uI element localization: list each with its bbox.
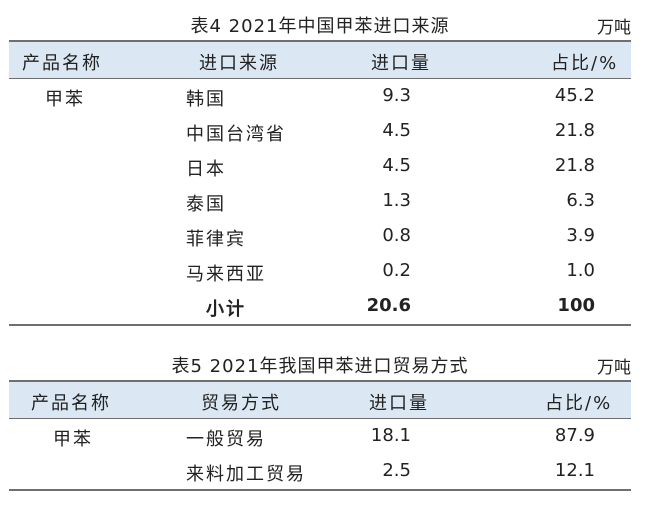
- source-cell: 韩国: [186, 89, 226, 110]
- table-row: 中国台湾省 4.5 21.8: [9, 114, 631, 149]
- subtotal-row: 小计 20.6 100: [9, 289, 631, 324]
- header-share: 占比/%: [551, 53, 619, 74]
- header-quantity: 进口量: [371, 53, 431, 74]
- table-5-caption: 表5 2021年我国甲苯进口贸易方式 万吨: [9, 348, 632, 380]
- source-cell: 中国台湾省: [186, 124, 286, 145]
- quantity-cell: 18.1: [370, 425, 411, 446]
- product-cell: 甲苯: [53, 429, 93, 450]
- share-cell: 87.9: [554, 425, 595, 446]
- header-product: 产品名称: [22, 53, 102, 74]
- subtotal-quantity: 20.6: [366, 295, 411, 316]
- mode-cell: 一般贸易: [186, 429, 266, 450]
- share-cell: 12.1: [554, 460, 595, 481]
- quantity-cell: 2.5: [382, 460, 411, 481]
- table-row: 菲律宾 0.8 3.9: [9, 219, 631, 254]
- share-cell: 3.9: [566, 225, 595, 246]
- table-row: 日本 4.5 21.8: [9, 149, 631, 184]
- table-row: 甲苯 韩国 9.3 45.2: [9, 79, 631, 114]
- quantity-cell: 0.2: [382, 260, 411, 281]
- share-cell: 21.8: [554, 155, 595, 176]
- source-cell: 日本: [186, 159, 226, 180]
- table-row: 泰国 1.3 6.3: [9, 184, 631, 219]
- subtotal-share: 100: [557, 295, 595, 316]
- share-cell: 45.2: [554, 85, 595, 106]
- table-4: 表4 2021年中国甲苯进口来源 万吨 产品名称 进口来源 进口量 占比/% 甲…: [9, 8, 631, 326]
- table-row: 来料加工贸易 2.5 12.1: [9, 454, 631, 489]
- source-cell: 泰国: [186, 194, 226, 215]
- table-4-header: 产品名称 进口来源 进口量 占比/%: [9, 40, 631, 79]
- table-5-body: 甲苯 一般贸易 18.1 87.9 来料加工贸易 2.5 12.1: [9, 419, 631, 491]
- table-4-title: 表4 2021年中国甲苯进口来源: [190, 16, 450, 37]
- table-5-unit: 万吨: [597, 358, 631, 378]
- table-4-unit: 万吨: [597, 18, 631, 38]
- table-4-body: 甲苯 韩国 9.3 45.2 中国台湾省 4.5 21.8 日本 4.5 21.…: [9, 79, 631, 326]
- table-5-title: 表5 2021年我国甲苯进口贸易方式: [171, 356, 469, 377]
- subtotal-label: 小计: [206, 299, 246, 320]
- share-cell: 1.0: [566, 260, 595, 281]
- table-row: 甲苯 一般贸易 18.1 87.9: [9, 419, 631, 454]
- quantity-cell: 4.5: [382, 155, 411, 176]
- product-cell: 甲苯: [45, 89, 85, 110]
- quantity-cell: 0.8: [382, 225, 411, 246]
- header-source: 进口来源: [199, 53, 279, 74]
- mode-cell: 来料加工贸易: [186, 464, 306, 485]
- source-cell: 马来西亚: [186, 264, 266, 285]
- source-cell: 菲律宾: [186, 229, 246, 250]
- table-row: 马来西亚 0.2 1.0: [9, 254, 631, 289]
- share-cell: 21.8: [554, 120, 595, 141]
- table-5: 表5 2021年我国甲苯进口贸易方式 万吨 产品名称 贸易方式 进口量 占比/%…: [9, 348, 631, 491]
- quantity-cell: 1.3: [382, 190, 411, 211]
- quantity-cell: 4.5: [382, 120, 411, 141]
- header-share: 占比/%: [545, 393, 613, 414]
- table-5-header: 产品名称 贸易方式 进口量 占比/%: [9, 380, 631, 419]
- header-mode: 贸易方式: [201, 393, 281, 414]
- quantity-cell: 9.3: [382, 85, 411, 106]
- table-4-caption: 表4 2021年中国甲苯进口来源 万吨: [9, 8, 632, 40]
- header-quantity: 进口量: [369, 393, 429, 414]
- header-product: 产品名称: [31, 393, 111, 414]
- share-cell: 6.3: [566, 190, 595, 211]
